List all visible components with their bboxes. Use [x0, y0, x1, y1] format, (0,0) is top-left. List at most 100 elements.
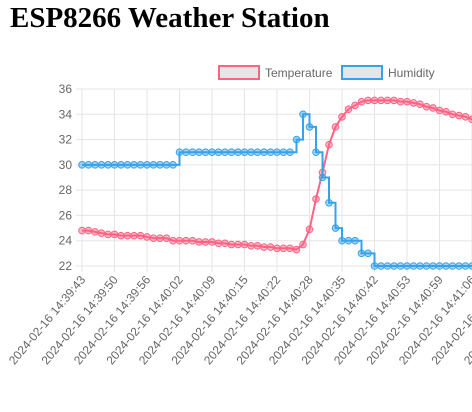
data-point-temperature[interactable] — [266, 243, 275, 251]
data-point-humidity[interactable] — [383, 262, 392, 270]
data-point-temperature[interactable] — [84, 226, 93, 235]
data-point-humidity[interactable] — [364, 249, 372, 258]
legend-swatch-temperature[interactable] — [218, 65, 260, 80]
data-point-humidity[interactable] — [468, 262, 472, 270]
data-point-humidity[interactable] — [169, 161, 177, 169]
data-point-temperature[interactable] — [312, 195, 320, 203]
data-point-humidity[interactable] — [266, 148, 275, 157]
data-point-humidity[interactable] — [455, 262, 463, 270]
data-point-temperature[interactable] — [97, 229, 106, 237]
data-point-temperature[interactable] — [156, 234, 164, 242]
data-point-temperature[interactable] — [201, 238, 210, 246]
data-point-temperature[interactable] — [338, 113, 346, 121]
data-point-temperature[interactable] — [208, 238, 216, 246]
data-point-temperature[interactable] — [279, 244, 288, 253]
data-point-temperature[interactable] — [344, 105, 353, 114]
data-point-temperature[interactable] — [195, 238, 203, 246]
data-point-temperature[interactable] — [91, 228, 99, 236]
data-point-temperature[interactable] — [377, 96, 385, 105]
data-point-humidity[interactable] — [162, 161, 171, 169]
data-point-temperature[interactable] — [130, 231, 138, 240]
data-point-humidity[interactable] — [331, 224, 340, 232]
chart-legend[interactable]: Temperature Humidity — [218, 65, 435, 80]
data-point-temperature[interactable] — [357, 97, 366, 106]
data-point-humidity[interactable] — [201, 148, 210, 157]
legend-item-temperature[interactable]: Temperature — [218, 65, 333, 80]
data-point-temperature[interactable] — [448, 110, 457, 119]
data-point-temperature[interactable] — [143, 233, 151, 241]
data-point-temperature[interactable] — [455, 111, 463, 120]
data-point-temperature[interactable] — [422, 102, 431, 111]
data-point-humidity[interactable] — [273, 148, 281, 157]
data-point-temperature[interactable] — [370, 96, 379, 105]
data-point-humidity[interactable] — [234, 148, 242, 157]
data-point-temperature[interactable] — [175, 236, 184, 245]
data-point-humidity[interactable] — [136, 161, 145, 169]
data-point-temperature[interactable] — [260, 243, 268, 251]
data-point-humidity[interactable] — [188, 148, 197, 157]
data-point-temperature[interactable] — [221, 239, 229, 248]
data-point-temperature[interactable] — [461, 113, 470, 121]
data-point-humidity[interactable] — [370, 262, 379, 270]
data-point-temperature[interactable] — [331, 123, 340, 131]
data-point-humidity[interactable] — [390, 262, 398, 270]
data-point-humidity[interactable] — [409, 262, 418, 270]
data-point-temperature[interactable] — [351, 101, 359, 110]
data-point-humidity[interactable] — [279, 148, 288, 157]
data-point-temperature[interactable] — [429, 104, 437, 112]
data-point-temperature[interactable] — [182, 236, 190, 245]
data-point-humidity[interactable] — [247, 148, 255, 157]
data-point-temperature[interactable] — [162, 234, 171, 242]
data-point-humidity[interactable] — [403, 262, 411, 270]
data-point-humidity[interactable] — [97, 161, 106, 169]
data-point-humidity[interactable] — [149, 161, 158, 169]
data-point-humidity[interactable] — [156, 161, 164, 169]
data-point-temperature[interactable] — [396, 97, 405, 106]
data-point-humidity[interactable] — [227, 148, 236, 157]
data-point-humidity[interactable] — [143, 161, 151, 169]
data-point-humidity[interactable] — [344, 236, 353, 245]
data-point-temperature[interactable] — [110, 230, 119, 239]
data-point-temperature[interactable] — [383, 96, 392, 105]
data-point-humidity[interactable] — [84, 161, 93, 169]
data-point-humidity[interactable] — [396, 262, 405, 270]
data-point-humidity[interactable] — [305, 123, 314, 131]
legend-swatch-humidity[interactable] — [341, 65, 383, 80]
data-point-temperature[interactable] — [273, 244, 281, 253]
data-point-temperature[interactable] — [286, 244, 294, 253]
data-point-temperature[interactable] — [299, 240, 307, 249]
data-point-humidity[interactable] — [208, 148, 216, 157]
data-point-temperature[interactable] — [435, 106, 444, 115]
data-point-humidity[interactable] — [260, 148, 268, 157]
data-point-humidity[interactable] — [416, 262, 424, 270]
data-point-temperature[interactable] — [403, 97, 411, 106]
data-point-temperature[interactable] — [325, 140, 333, 149]
data-point-temperature[interactable] — [169, 236, 177, 245]
data-point-humidity[interactable] — [123, 161, 132, 169]
data-point-temperature[interactable] — [214, 239, 223, 248]
data-point-temperature[interactable] — [409, 99, 418, 107]
data-point-humidity[interactable] — [214, 148, 223, 157]
data-point-humidity[interactable] — [195, 148, 203, 157]
data-point-temperature[interactable] — [227, 240, 236, 249]
data-point-humidity[interactable] — [253, 148, 262, 157]
data-point-temperature[interactable] — [364, 96, 372, 105]
data-point-temperature[interactable] — [468, 115, 472, 124]
data-point-humidity[interactable] — [435, 262, 444, 270]
data-point-humidity[interactable] — [442, 262, 450, 270]
data-point-humidity[interactable] — [104, 161, 112, 169]
data-point-humidity[interactable] — [325, 198, 333, 207]
data-point-humidity[interactable] — [221, 148, 229, 157]
data-point-temperature[interactable] — [123, 231, 132, 240]
data-point-temperature[interactable] — [305, 225, 314, 234]
data-point-temperature[interactable] — [104, 230, 112, 239]
data-point-temperature[interactable] — [240, 240, 249, 249]
data-point-temperature[interactable] — [247, 241, 255, 250]
data-point-temperature[interactable] — [234, 240, 242, 249]
data-point-humidity[interactable] — [175, 148, 184, 157]
data-point-humidity[interactable] — [448, 262, 457, 270]
data-point-humidity[interactable] — [429, 262, 437, 270]
data-point-humidity[interactable] — [351, 236, 359, 245]
data-point-temperature[interactable] — [390, 96, 398, 105]
data-point-temperature[interactable] — [416, 100, 424, 108]
